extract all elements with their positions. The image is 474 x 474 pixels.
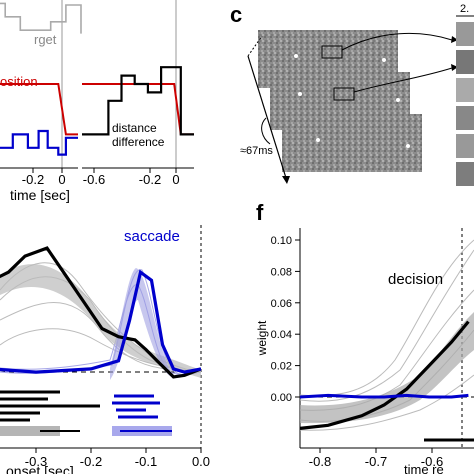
series-saccade: [299, 393, 469, 399]
panel-f: f weight 0.00 0.02 0.04 0.06 0.08 0.10 decisi…: [255, 200, 474, 474]
y-tick-label: 0.00: [271, 392, 292, 404]
zoom-tile: [456, 78, 474, 102]
saccade-label: saccade: [124, 228, 180, 245]
zoom-tile: [456, 162, 474, 186]
arrow-head: [451, 36, 458, 43]
time-axis: [247, 55, 287, 179]
x-tick-label: 0.0: [192, 454, 210, 469]
panel-label-f: f: [256, 200, 264, 225]
y-tick-label: 0.10: [271, 235, 292, 247]
target-dot: [406, 144, 410, 148]
x-tick-label: -0.2: [139, 172, 161, 187]
y-ticks: 0.00 0.02 0.04 0.06 0.08 0.10: [271, 235, 300, 404]
x-tick-label: -0.2: [80, 454, 102, 469]
zoom-tile: [456, 50, 474, 74]
panel-bottom-left: saccade -0.3 -0.2 -0.1 0.0 onset [sec]: [0, 225, 210, 474]
x-tick-label: -0.7: [365, 454, 387, 469]
annotation-difference: difference: [112, 135, 165, 149]
x-tick-label: -0.6: [421, 454, 443, 469]
roi-box: [321, 45, 343, 59]
series-blue-steps: [0, 129, 78, 156]
zoom-tile: [456, 134, 474, 158]
panel-c: c ≈67ms 2.: [230, 2, 474, 186]
y-axis-label: weight: [255, 320, 269, 356]
zoom-tile: [456, 22, 474, 46]
subject-trace: [299, 239, 474, 397]
zoom-tile: [456, 106, 474, 130]
target-dot: [382, 58, 386, 62]
x-tick-label: 0: [172, 172, 179, 187]
time-axis-head: [282, 176, 290, 184]
decision-label: decision: [388, 271, 443, 288]
target-dot: [396, 98, 400, 102]
series-position: [0, 83, 78, 136]
y-tick-label: 0.04: [271, 329, 292, 341]
subject-trace: [299, 374, 474, 431]
target-dot: [298, 92, 302, 96]
target-label: rget: [34, 32, 57, 47]
interval-brace: [261, 117, 271, 145]
x-tick-label: -0.2: [22, 172, 44, 187]
zoom-strip: [456, 22, 474, 186]
subject-trace: [299, 249, 474, 402]
x-tick-label: -0.8: [309, 454, 331, 469]
series-target: [0, 2, 82, 34]
position-label: osition: [0, 74, 38, 89]
sig-block: [0, 426, 60, 436]
time-axis-dots: [247, 35, 263, 57]
series-saccade: [0, 269, 202, 374]
target-dot: [316, 138, 320, 142]
x-axis-label: time re: [404, 462, 444, 474]
ci-band-blue: [110, 268, 174, 380]
stimulus-frame: [282, 114, 422, 172]
interval-label: ≈67ms: [240, 145, 273, 157]
y-tick-label: 0.08: [271, 266, 292, 278]
annotation-distance: distance: [112, 121, 157, 135]
panel-top-middle: distance difference -0.6 -0.2 0: [82, 0, 194, 187]
roi-box: [333, 87, 355, 101]
x-axis-label: onset [sec]: [6, 463, 74, 474]
x-axis-label: time [sec]: [10, 187, 70, 203]
significance-bars: [0, 390, 172, 436]
scale-label: 2.: [460, 3, 469, 15]
x-tick-label: -0.1: [135, 454, 157, 469]
panel-top-left: rget osition -0.2 0 time [sec]: [0, 0, 82, 203]
arrow-head: [451, 64, 458, 71]
zoom-arrow: [353, 67, 453, 93]
ci-band: [300, 312, 474, 424]
x-tick-label: 0: [58, 172, 65, 187]
panel-label-c: c: [230, 2, 242, 27]
target-dot: [294, 54, 298, 58]
zoom-arrow: [341, 33, 453, 51]
x-tick-label: -0.6: [83, 172, 105, 187]
series-decision: [0, 246, 202, 379]
series-distance-difference: [82, 66, 194, 136]
x-tick-label: -0.3: [25, 454, 47, 469]
ci-band-black: [0, 264, 201, 378]
y-tick-label: 0.06: [271, 298, 292, 310]
y-tick-label: 0.02: [271, 361, 292, 373]
